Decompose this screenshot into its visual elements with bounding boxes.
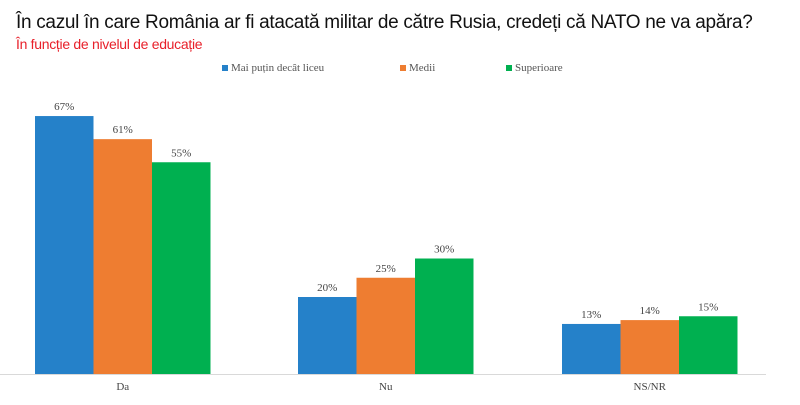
x-tick-label: NS/NR [634, 381, 667, 393]
data-label: 67% [54, 101, 74, 113]
bar [356, 277, 415, 374]
data-label: 61% [113, 124, 133, 136]
data-label: 14% [640, 305, 660, 317]
legend-item-1: Medii [400, 62, 435, 74]
chart-subtitle: În funcție de nivelul de educație [16, 36, 203, 52]
legend-swatch [222, 65, 228, 71]
data-label: 15% [698, 301, 718, 313]
data-label: 25% [376, 263, 396, 275]
bar [35, 116, 94, 375]
data-label: 30% [434, 244, 454, 256]
legend-item-0: Mai puțin decât liceu [222, 62, 324, 74]
legend-label: Medii [409, 62, 436, 74]
bar [152, 162, 211, 374]
legend-item-2: Superioare [506, 62, 563, 74]
bar [620, 320, 679, 374]
data-label: 55% [171, 147, 191, 159]
data-label: 20% [317, 282, 337, 294]
legend-label: Superioare [515, 62, 563, 74]
x-tick-label: Nu [379, 381, 393, 393]
bar [679, 316, 738, 374]
chart-title: În cazul în care România ar fi atacată m… [16, 12, 753, 33]
bar [298, 297, 357, 374]
legend-swatch [400, 65, 406, 71]
x-tick-label: Da [116, 381, 129, 393]
bar [562, 323, 621, 374]
bar [93, 139, 152, 374]
bar [415, 258, 474, 374]
legend-label: Mai puțin decât liceu [231, 62, 325, 74]
data-label: 13% [581, 309, 601, 321]
legend-swatch [506, 65, 512, 71]
